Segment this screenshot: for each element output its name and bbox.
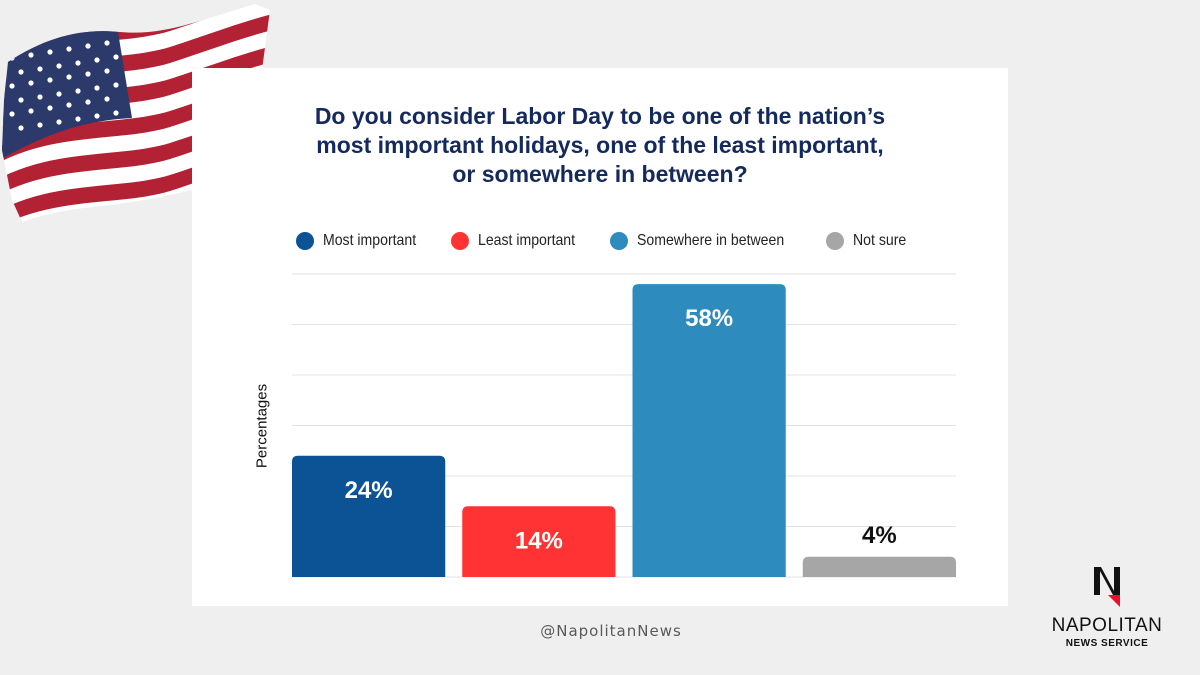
legend-item-not-sure: Not sure (826, 232, 907, 250)
chart-title-line: Do you consider Labor Day to be one of t… (314, 103, 886, 129)
legend-item-somewhere-in-between: Somewhere in between (610, 232, 794, 250)
flag-star (104, 40, 110, 46)
social-handle: @NapolitanNews (540, 622, 682, 640)
flag-star (37, 122, 43, 128)
flag-star (37, 66, 43, 72)
flag-star (56, 91, 62, 97)
flag-star (9, 83, 15, 89)
chart-title: Do you consider Labor Day to be one of t… (232, 102, 968, 189)
flag-star (47, 77, 53, 83)
flag-star (113, 82, 119, 88)
flag-star (47, 49, 53, 55)
legend-label: Not sure (853, 232, 907, 249)
logo-subtitle: NEWS SERVICE (1065, 638, 1149, 649)
data-label: 24% (345, 477, 393, 504)
legend-swatch (826, 232, 845, 250)
flag-star (104, 68, 110, 74)
flag-star (85, 71, 91, 77)
legend-label: Least important (477, 232, 575, 249)
flag-star (56, 63, 62, 69)
flag-star (66, 102, 72, 108)
flag-star (104, 96, 110, 102)
flag-star (28, 80, 34, 86)
flag-star (94, 85, 100, 91)
flag-star (37, 94, 43, 100)
flag-star (75, 116, 81, 122)
flag-star (66, 46, 72, 52)
flag-star (113, 110, 119, 116)
flag-star (75, 88, 81, 94)
legend-swatch (610, 232, 629, 250)
chart-title-line: or somewhere in between? (452, 161, 748, 187)
flag-star (94, 57, 100, 63)
flag-star (66, 74, 72, 80)
y-axis-label: Percentages (253, 383, 271, 469)
legend-swatch (296, 232, 315, 250)
flag-star (113, 54, 119, 60)
data-label: 4% (862, 522, 897, 549)
chart-title-line: most important holidays, one of the leas… (316, 132, 884, 158)
flag-star (9, 111, 15, 117)
legend-label: Somewhere in between (637, 232, 785, 249)
flag-star (18, 69, 24, 75)
flag-star (94, 113, 100, 119)
flag-star (85, 43, 91, 49)
legend-swatch (450, 232, 469, 250)
bar-most-important (292, 455, 446, 577)
bar-least-important (462, 506, 616, 577)
flag-star (18, 125, 24, 131)
brand-logo: NAPOLITAN NEWS SERVICE (1042, 565, 1172, 649)
flag-star (85, 99, 91, 105)
flag-star (28, 108, 34, 114)
legend-label: Most important (323, 232, 417, 249)
napolitan-logo-icon (1094, 567, 1120, 607)
bar-not-sure (802, 556, 956, 577)
flag-star (75, 60, 81, 66)
chart-legend: Most important Least important Somewhere… (192, 229, 1008, 253)
bar-somewhere-in-between (632, 284, 786, 577)
flag-star (18, 97, 24, 103)
data-label: 58% (685, 305, 733, 332)
legend-item-least-important: Least important (450, 232, 578, 250)
flag-star (47, 105, 53, 111)
logo-name: NAPOLITAN (1051, 615, 1163, 636)
flag-star (56, 119, 62, 125)
us-flag-icon (2, 4, 270, 222)
legend-item-most-important: Most important (296, 232, 419, 250)
flag-star (28, 52, 34, 58)
data-label: 14% (515, 527, 563, 554)
